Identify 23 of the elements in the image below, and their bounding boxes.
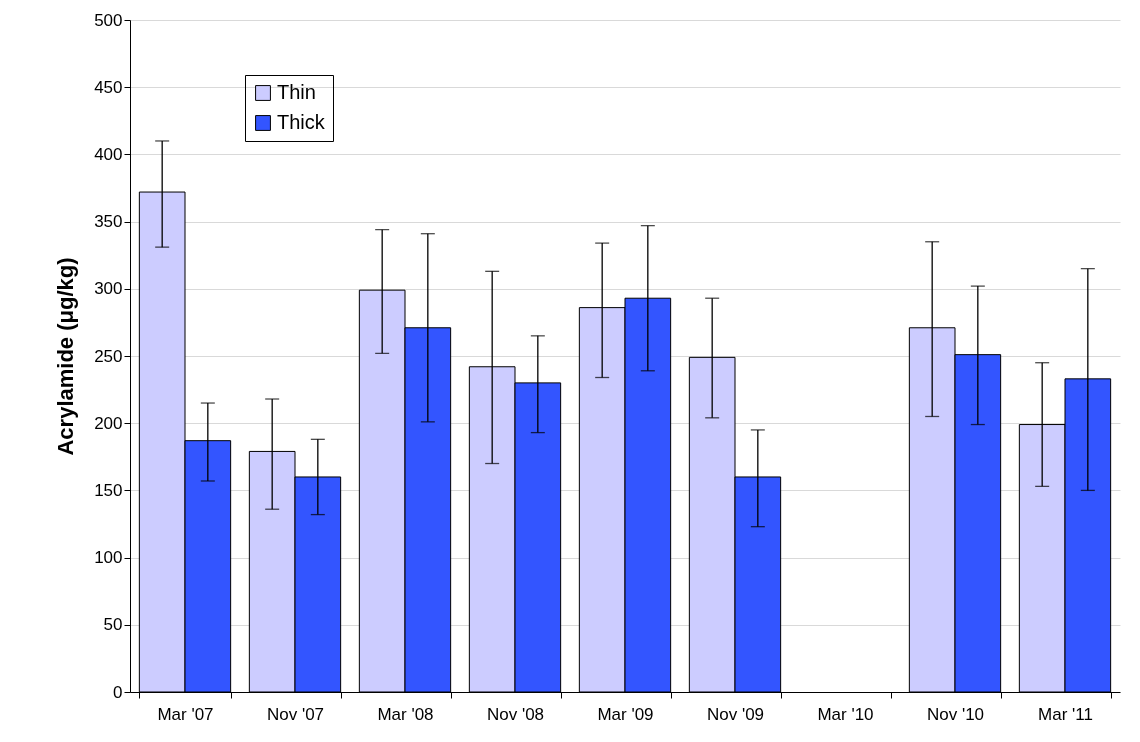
- x-tick-label: Nov '08: [486, 704, 545, 724]
- y-tick-label: 150: [94, 480, 123, 500]
- x-tick-label: Nov '09: [706, 704, 765, 724]
- y-tick-label: 500: [94, 10, 123, 30]
- legend-label: Thick: [277, 111, 326, 133]
- x-tick-label: Nov '10: [926, 704, 985, 724]
- x-tick-label: Mar '08: [377, 704, 434, 724]
- y-tick-label: 350: [94, 212, 123, 232]
- x-tick-label: Nov '07: [266, 704, 325, 724]
- x-tick-label: Mar '10: [817, 704, 874, 724]
- y-tick-label: 250: [94, 346, 123, 366]
- y-tick-label: 200: [94, 413, 123, 433]
- y-axis-title: Acrylamide (μg/kg): [53, 257, 79, 456]
- y-tick-label: 50: [103, 615, 123, 635]
- y-tick-label: 400: [94, 144, 123, 164]
- y-tick-label: 450: [94, 77, 123, 97]
- y-tick-label: 0: [113, 682, 123, 702]
- x-tick-label: Mar '07: [157, 704, 214, 724]
- y-tick-label: 100: [94, 548, 123, 568]
- x-tick-label: Mar '11: [1038, 704, 1093, 724]
- legend-label: Thin: [277, 81, 316, 103]
- y-tick-label: 300: [94, 279, 123, 299]
- x-tick-label: Mar '09: [597, 704, 654, 724]
